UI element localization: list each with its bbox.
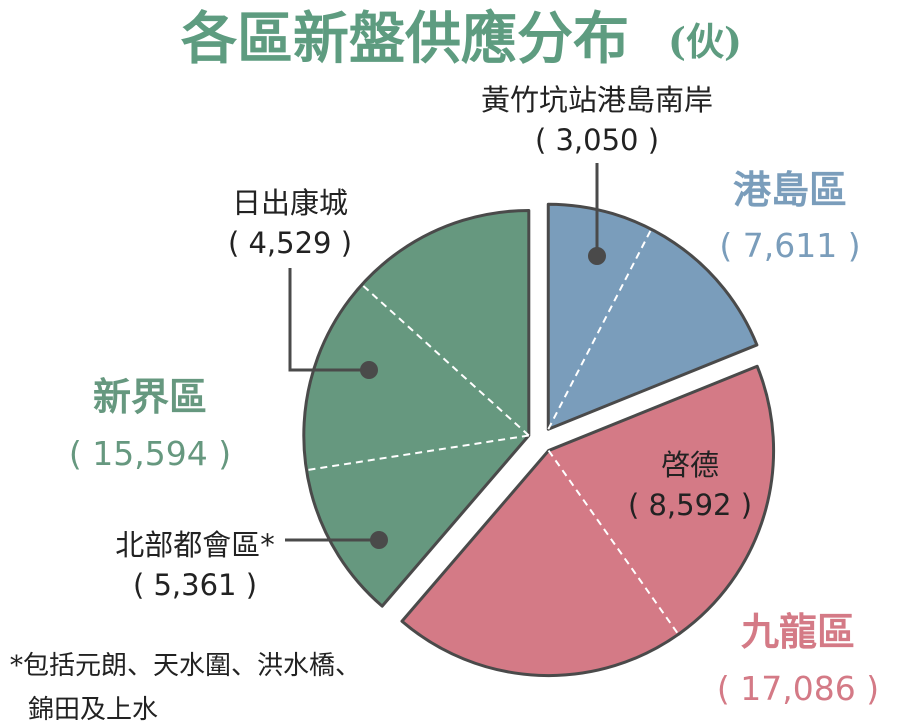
footnote-line-2: 錦田及上水 [28, 695, 158, 725]
label-northern-value: ( 5,361 ) [133, 568, 257, 602]
footnote-line-1: *包括元朗、天水圍、洪水橋、 [10, 651, 361, 681]
leader-dot-wongchukhang [588, 247, 606, 265]
leader-dots [360, 247, 606, 549]
slice-dividers [308, 230, 679, 634]
region-kowloon-value: ( 17,086 ) [717, 669, 879, 708]
chart-title-unit: (伙) [668, 19, 742, 64]
label-lohas-name: 日出康城 [232, 186, 348, 220]
region-kowloon-name: 九龍區 [741, 610, 855, 654]
pie-slice-kowloon [400, 364, 776, 678]
region-hk-name: 港島區 [733, 168, 847, 212]
region-nt-name: 新界區 [93, 375, 207, 419]
label-kaitak-value: ( 8,592 ) [628, 488, 752, 522]
slice-divider-hk_island-0 [547, 230, 652, 430]
region-nt-value: ( 15,594 ) [69, 434, 231, 473]
chart-title: 各區新盤供應分布 [181, 6, 629, 72]
label-northern-name: 北部都會區* [115, 528, 275, 562]
label-wongchukhang-name: 黃竹坑站港島南岸 [481, 83, 713, 117]
label-lohas-value: ( 4,529 ) [228, 226, 352, 260]
slice-divider-nt-0 [308, 434, 529, 471]
leader-line-lohas [288, 268, 368, 372]
leader-dot-lohas [360, 361, 378, 379]
leader-lines [285, 163, 599, 542]
pie-slices [302, 202, 776, 678]
label-wongchukhang-value: ( 3,050 ) [535, 123, 659, 157]
label-kaitak-name: 啓德 [661, 448, 719, 482]
pie-slice-nt [302, 208, 531, 608]
region-hk-value: ( 7,611 ) [719, 226, 860, 265]
slice-divider-nt-1 [362, 285, 530, 437]
leader-dot-northern [370, 531, 388, 549]
slice-divider-kowloon-0 [547, 449, 679, 634]
